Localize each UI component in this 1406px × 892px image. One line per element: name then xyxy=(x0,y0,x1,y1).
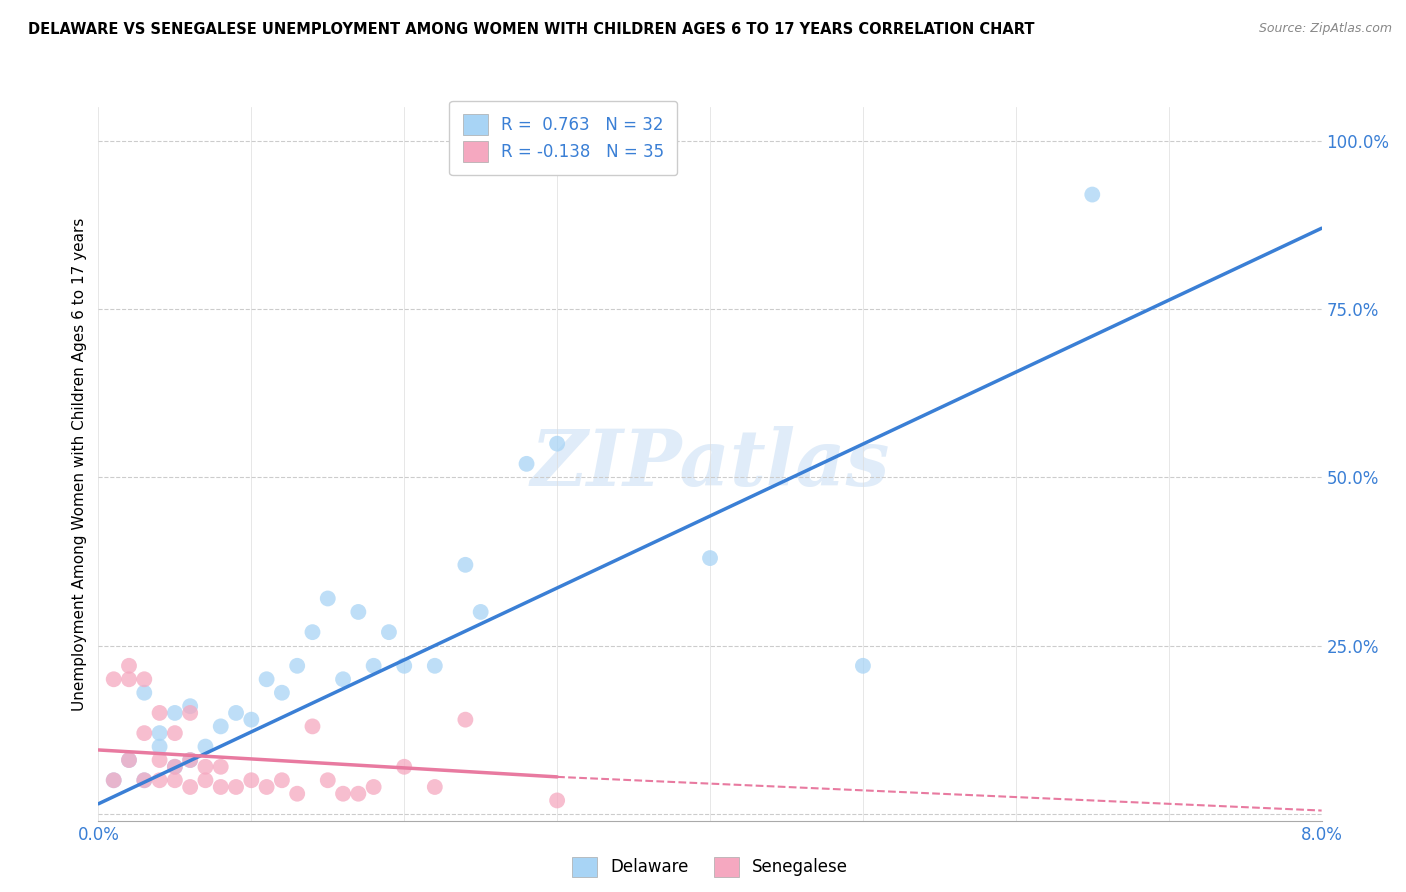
Point xyxy=(392,760,416,774)
Point xyxy=(316,773,339,788)
Point xyxy=(179,753,201,767)
Point xyxy=(179,706,201,720)
Point xyxy=(209,719,232,733)
Point xyxy=(378,625,401,640)
Point xyxy=(699,551,721,566)
Point xyxy=(194,739,217,754)
Point xyxy=(852,658,875,673)
Point xyxy=(285,658,308,673)
Point xyxy=(118,658,141,673)
Point xyxy=(454,713,477,727)
Point xyxy=(163,706,186,720)
Point xyxy=(256,673,278,687)
Point xyxy=(134,673,156,687)
Point xyxy=(240,773,263,788)
Point xyxy=(423,658,446,673)
Point xyxy=(470,605,492,619)
Point xyxy=(332,673,354,687)
Point xyxy=(118,673,141,687)
Point xyxy=(423,780,446,794)
Point xyxy=(194,773,217,788)
Point xyxy=(118,753,141,767)
Point xyxy=(225,780,247,794)
Point xyxy=(163,773,186,788)
Point xyxy=(270,773,294,788)
Point xyxy=(285,787,308,801)
Point xyxy=(163,726,186,740)
Text: ZIPatlas: ZIPatlas xyxy=(530,425,890,502)
Point xyxy=(163,760,186,774)
Point xyxy=(179,780,201,794)
Point xyxy=(363,658,385,673)
Point xyxy=(209,780,232,794)
Point xyxy=(149,773,172,788)
Y-axis label: Unemployment Among Women with Children Ages 6 to 17 years: Unemployment Among Women with Children A… xyxy=(72,217,87,711)
Point xyxy=(179,753,201,767)
Point xyxy=(270,686,294,700)
Point xyxy=(103,773,125,788)
Point xyxy=(134,686,156,700)
Point xyxy=(546,793,568,807)
Point xyxy=(149,706,172,720)
Point xyxy=(546,436,568,450)
Point xyxy=(209,760,232,774)
Point xyxy=(363,780,385,794)
Point xyxy=(347,605,370,619)
Point xyxy=(163,760,186,774)
Point xyxy=(225,706,247,720)
Point xyxy=(134,773,156,788)
Point xyxy=(1081,187,1104,202)
Point xyxy=(332,787,354,801)
Point xyxy=(454,558,477,572)
Point xyxy=(392,658,416,673)
Point xyxy=(103,773,125,788)
Legend: Delaware, Senegalese: Delaware, Senegalese xyxy=(565,850,855,884)
Text: DELAWARE VS SENEGALESE UNEMPLOYMENT AMONG WOMEN WITH CHILDREN AGES 6 TO 17 YEARS: DELAWARE VS SENEGALESE UNEMPLOYMENT AMON… xyxy=(28,22,1035,37)
Point xyxy=(516,457,538,471)
Point xyxy=(256,780,278,794)
Point xyxy=(134,726,156,740)
Point xyxy=(347,787,370,801)
Point xyxy=(149,753,172,767)
Point xyxy=(179,699,201,714)
Point xyxy=(301,625,323,640)
Point xyxy=(301,719,323,733)
Point xyxy=(194,760,217,774)
Point xyxy=(149,726,172,740)
Point xyxy=(240,713,263,727)
Text: Source: ZipAtlas.com: Source: ZipAtlas.com xyxy=(1258,22,1392,36)
Point xyxy=(149,739,172,754)
Point xyxy=(118,753,141,767)
Point xyxy=(316,591,339,606)
Point xyxy=(103,673,125,687)
Point xyxy=(134,773,156,788)
